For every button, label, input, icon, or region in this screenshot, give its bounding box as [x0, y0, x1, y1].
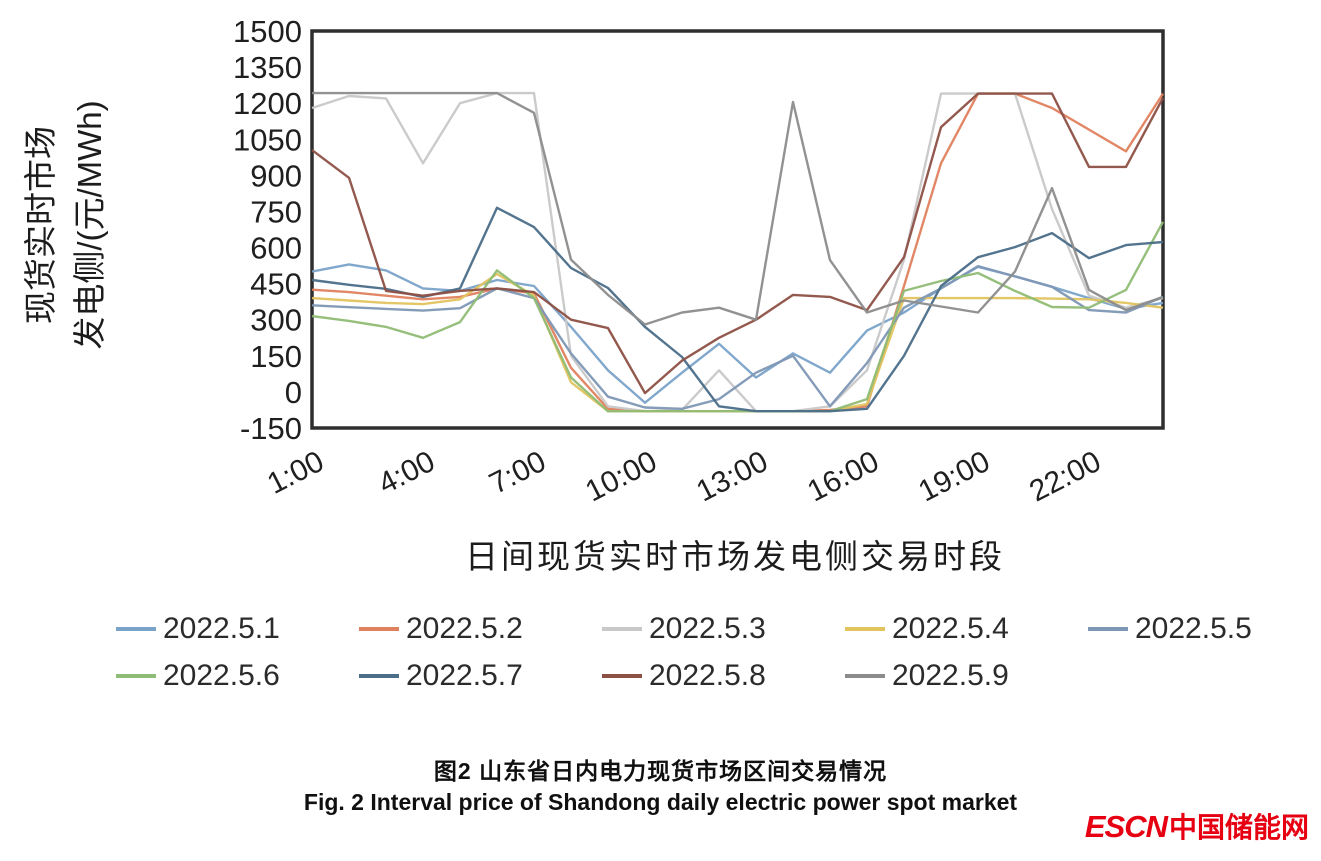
series-line-2022.5.1	[311, 263, 1164, 404]
legend-label: 2022.5.9	[892, 659, 1009, 692]
y-axis-tick-label: 1050	[233, 122, 302, 157]
series-line-2022.5.5	[311, 264, 1164, 410]
series-line-2022.5.6	[311, 221, 1165, 413]
x-axis-tick-label: 16:00	[802, 445, 884, 508]
y-axis-title-line1: 现货实时市场	[22, 126, 59, 324]
caption-english: Fig. 2 Interval price of Shandong daily …	[303, 789, 1018, 815]
series-line-2022.5.7	[311, 206, 1164, 413]
x-axis-tick-label: 22:00	[1024, 445, 1106, 508]
legend-item-2022.5.4: 2022.5.4	[845, 612, 1088, 646]
x-axis-tick-label: 7:00	[484, 445, 551, 501]
legend-swatch	[116, 627, 156, 631]
x-axis-tick-label: 13:00	[691, 445, 773, 508]
legend-item-2022.5.9: 2022.5.9	[845, 659, 1088, 693]
series-line-2022.5.9	[312, 91, 1164, 326]
y-axis-tick-label: 1350	[233, 50, 302, 85]
legend-item-2022.5.5: 2022.5.5	[1088, 612, 1321, 646]
legend-label: 2022.5.3	[649, 612, 766, 645]
y-axis-tick-label: 1500	[233, 14, 302, 49]
x-axis-tick-label: 10:00	[580, 445, 662, 508]
y-axis-title-line2: 发电侧/(元/MWh)	[71, 100, 108, 349]
legend-item-2022.5.8: 2022.5.8	[602, 659, 845, 693]
legend-swatch	[845, 674, 885, 678]
y-axis-tick-label: 150	[250, 339, 302, 374]
legend-row-2: 2022.5.6 2022.5.7 2022.5.8 2022.5.9	[116, 659, 1088, 693]
logo-text-escn: ESCN	[1084, 809, 1168, 844]
legend-label: 2022.5.1	[163, 612, 280, 645]
legend-item-2022.5.3: 2022.5.3	[602, 612, 845, 646]
legend-label: 2022.5.6	[163, 659, 280, 692]
x-axis-tick-label: 19:00	[913, 445, 995, 508]
legend-label: 2022.5.8	[649, 659, 766, 692]
legend-swatch	[602, 627, 642, 631]
x-axis-tick-label: 1:00	[262, 445, 329, 501]
caption-chinese: 图2 山东省日内电力现货市场区间交易情况	[433, 758, 888, 784]
x-axis-title: 日间现货实时市场发电侧交易时段	[465, 538, 1005, 575]
legend-item-2022.5.7: 2022.5.7	[359, 659, 602, 693]
legend-item-2022.5.6: 2022.5.6	[116, 659, 359, 693]
y-axis-tick-label: 300	[250, 303, 302, 338]
legend-label: 2022.5.2	[406, 612, 523, 645]
y-axis-tick-label: 450	[250, 267, 302, 302]
legend-label: 2022.5.5	[1135, 612, 1252, 645]
series-line-2022.5.2	[311, 92, 1165, 413]
escn-logo: ESCN 中国储能网	[1085, 806, 1309, 846]
legend-row-1: 2022.5.1 2022.5.2 2022.5.3 2022.5.4 2022.5.5	[116, 612, 1321, 646]
series-line-2022.5.3	[311, 91, 1164, 413]
series-lines	[311, 91, 1165, 413]
legend-swatch	[602, 674, 642, 678]
legend-label: 2022.5.4	[892, 612, 1009, 645]
series-line-2022.5.8	[311, 92, 1165, 395]
y-axis-tick-label: -150	[240, 411, 302, 446]
logo-text-chinese: 中国储能网	[1168, 812, 1309, 843]
y-axis-tick-label: 900	[250, 158, 302, 193]
x-axis-tick-label: 4:00	[373, 445, 440, 501]
y-axis-tick-label: 0	[285, 375, 302, 410]
legend-swatch	[845, 627, 885, 631]
legend-swatch	[116, 674, 156, 678]
plot-border	[310, 29, 1165, 430]
legend-label: 2022.5.7	[406, 659, 523, 692]
y-axis-tick-label: 600	[250, 231, 302, 266]
legend-item-2022.5.1: 2022.5.1	[116, 612, 359, 646]
legend-item-2022.5.2: 2022.5.2	[359, 612, 602, 646]
y-axis-tick-label: 1200	[233, 86, 302, 121]
legend-swatch	[359, 674, 399, 678]
legend-swatch	[359, 627, 399, 631]
x-axis-tick-labels: 1:00 4:00 7:00 10:00 13:00 16:00 19:00 22:00	[262, 445, 1106, 508]
y-axis-tick-label: 750	[250, 194, 302, 229]
legend-swatch	[1088, 627, 1128, 631]
